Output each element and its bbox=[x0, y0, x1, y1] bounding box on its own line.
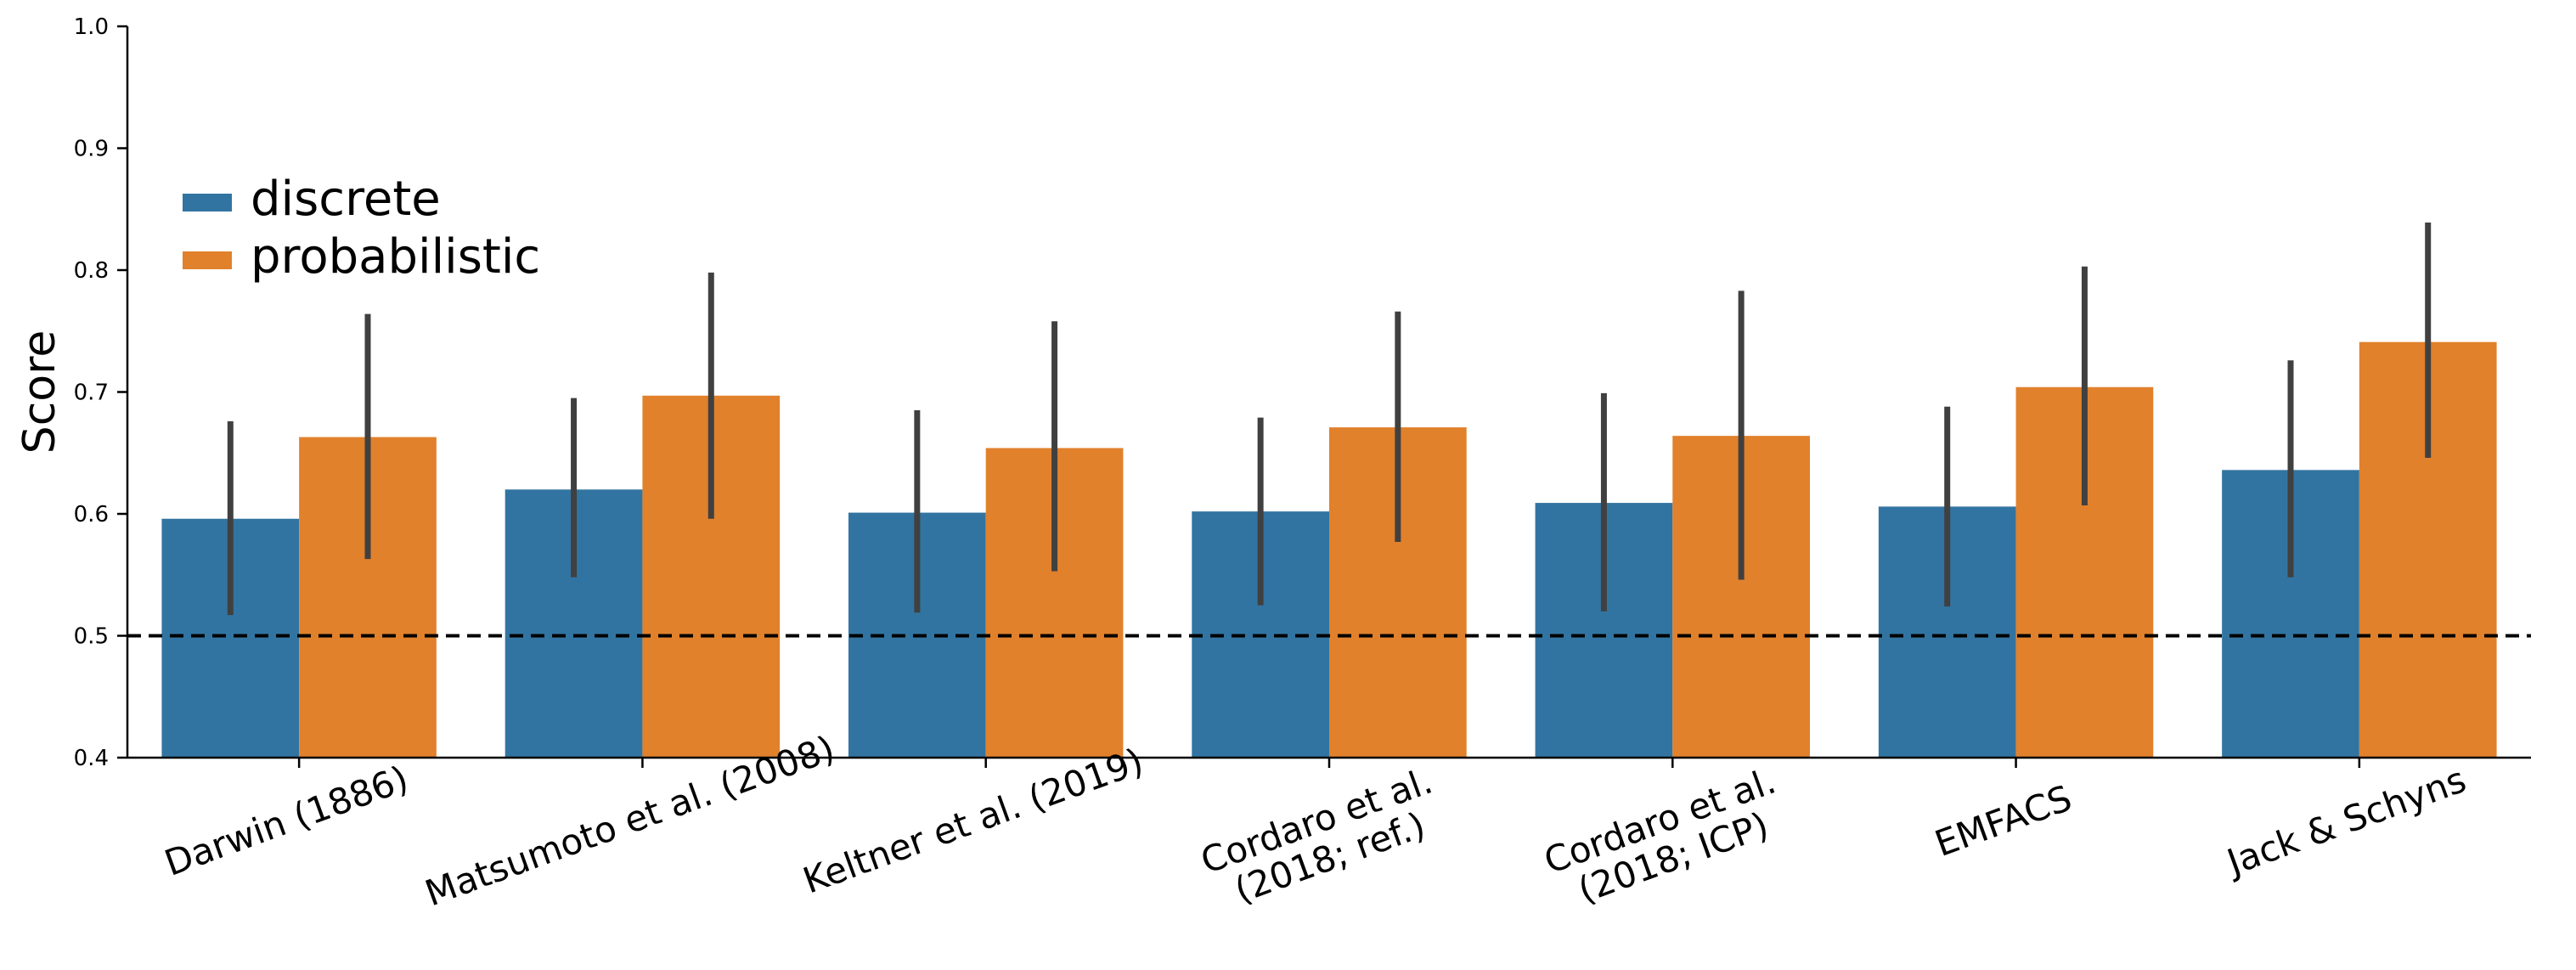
error-bars-layer bbox=[227, 223, 2432, 616]
x-tick-label-4: Cordaro et al.(2018; ICP) bbox=[1539, 759, 1795, 918]
y-tick-label-1: 0.5 bbox=[74, 624, 109, 650]
y-ticks: 0.4 0.5 0.6 0.7 0.8 0.9 1.0 bbox=[74, 14, 127, 771]
x-tick-label-6: Jack & Schyns bbox=[2219, 759, 2472, 884]
y-tick-label-4: 0.8 bbox=[74, 258, 109, 284]
legend-swatch-probabilistic bbox=[183, 251, 232, 269]
x-tick-label-3: Cordaro et al.(2018; ref.) bbox=[1195, 759, 1451, 918]
y-tick-label-3: 0.7 bbox=[74, 381, 109, 406]
x-tick-label-2: Keltner et al. (2019) bbox=[798, 740, 1148, 901]
legend-swatch-discrete bbox=[183, 194, 232, 211]
legend-label-discrete: discrete bbox=[251, 172, 441, 227]
x-tick-label-0: Darwin (1886) bbox=[159, 758, 414, 884]
axes: 0.40.50.60.70.80.91.0 Darwin (1886) Matsu… bbox=[74, 14, 2531, 918]
y-axis-label: Score bbox=[14, 330, 65, 454]
x-tick-label-5: EMFACS bbox=[1930, 777, 2077, 865]
bars-layer bbox=[161, 341, 2497, 758]
y-tick-label-6: 1.0 bbox=[74, 14, 109, 40]
legend-label-probabilistic: probabilistic bbox=[251, 229, 540, 285]
y-tick-label-2: 0.6 bbox=[74, 502, 109, 527]
y-tick-label-0: 0.4 bbox=[74, 746, 109, 771]
y-tick-label-5: 0.9 bbox=[74, 137, 109, 162]
